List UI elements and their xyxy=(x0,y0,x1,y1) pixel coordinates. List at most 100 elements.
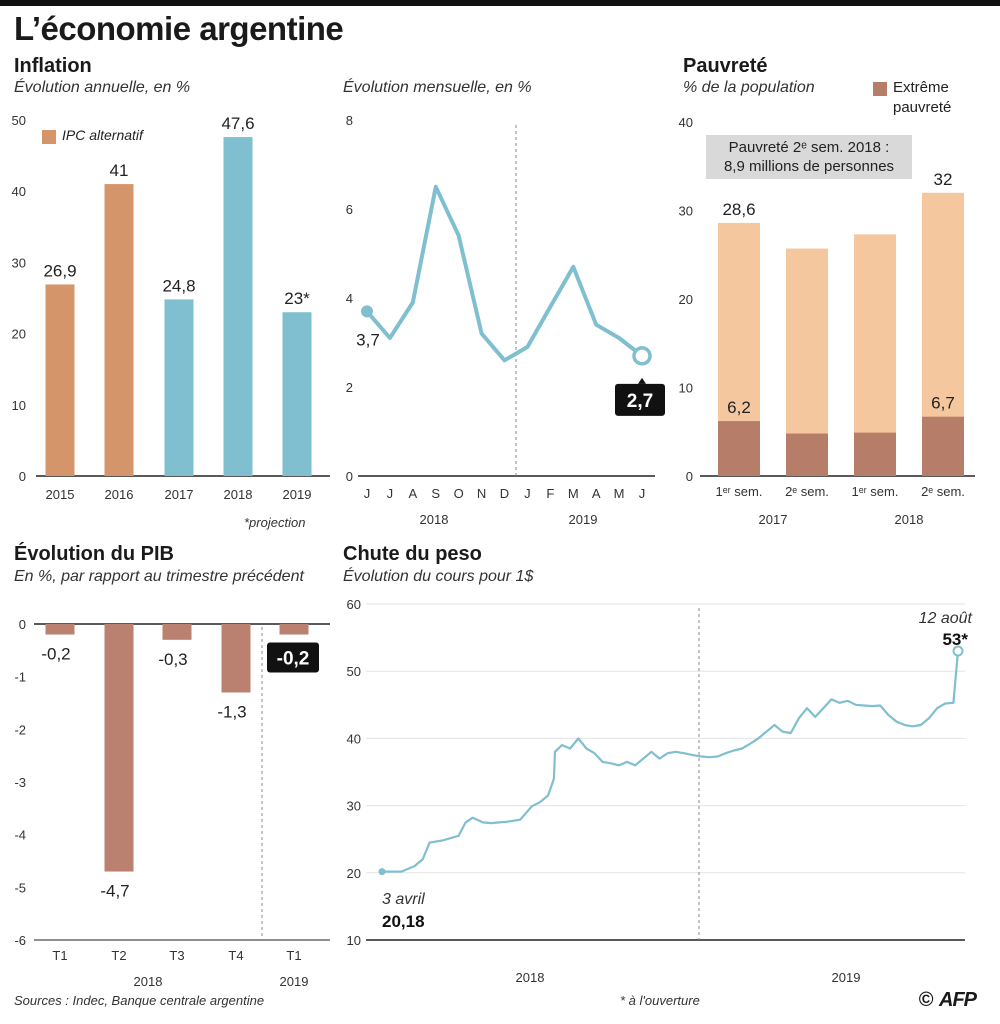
poverty-section-title: Pauvreté xyxy=(683,55,768,77)
sources: Sources : Indec, Banque centrale argenti… xyxy=(14,993,265,1008)
y-tick-label: -1 xyxy=(14,670,26,685)
year-label: 2018 xyxy=(420,512,449,527)
extreme-poverty-bar xyxy=(854,432,896,476)
inflation-annual-subtitle: Évolution annuelle, en % xyxy=(14,79,191,96)
x-tick-label: T1 xyxy=(286,948,301,963)
y-tick-label: 50 xyxy=(347,664,361,679)
y-tick-label: 10 xyxy=(679,381,693,396)
x-tick-label: 2ᵉ sem. xyxy=(785,484,829,499)
bar-value-label: 47,6 xyxy=(221,114,254,133)
y-tick-label: 60 xyxy=(347,597,361,612)
x-tick-label: 1ᵉʳ sem. xyxy=(716,484,763,499)
series-line xyxy=(381,650,960,873)
x-tick-label: T1 xyxy=(52,948,67,963)
bar xyxy=(162,624,192,640)
y-tick-label: 6 xyxy=(346,202,353,217)
extreme-poverty-bar xyxy=(718,421,760,476)
extreme-value-label: 6,7 xyxy=(931,394,955,413)
data-point xyxy=(361,305,373,318)
start-value-label: 20,18 xyxy=(382,912,425,931)
poverty-info-line-1: Pauvreté 2ᵉ sem. 2018 : xyxy=(728,139,890,156)
peso-chart: 10 20 30 40 50 60 3 avril 20,18 12 août 53* 2018 20… xyxy=(347,597,973,985)
y-tick-label: 0 xyxy=(346,469,353,484)
peso-subtitle: Évolution du cours pour 1$ xyxy=(343,568,534,585)
y-tick-label: 30 xyxy=(679,204,693,219)
afp-credit: © AFP xyxy=(918,989,977,1012)
bar xyxy=(279,624,309,635)
opening-footnote: * à l'ouverture xyxy=(620,993,700,1008)
poverty-subtitle: % de la population xyxy=(683,79,815,96)
bar-value-label: 23* xyxy=(284,289,310,308)
gdp-subtitle: En %, par rapport au trimestre précédent xyxy=(14,568,304,585)
y-tick-label: 2 xyxy=(346,380,353,395)
x-tick-label: J xyxy=(639,486,646,501)
end-value-pointer xyxy=(638,377,646,384)
extreme-poverty-bar xyxy=(922,416,964,476)
year-label: 2017 xyxy=(759,512,788,527)
extreme-poverty-bar xyxy=(786,433,828,476)
x-tick-label: 1ᵉʳ sem. xyxy=(852,484,899,499)
top-bar xyxy=(0,0,1000,6)
end-value-label: 2,7 xyxy=(627,391,653,412)
x-tick-label: A xyxy=(592,486,601,501)
poverty-value-label: 32 xyxy=(934,170,953,189)
year-label: 2019 xyxy=(832,970,861,985)
legend-label-extreme-2: pauvreté xyxy=(893,99,952,116)
y-tick-label: 30 xyxy=(347,799,361,814)
extreme-value-label: 6,2 xyxy=(727,398,751,417)
y-tick-label: 20 xyxy=(347,866,361,881)
bar-value-label: 41 xyxy=(110,161,129,180)
y-tick-label: -2 xyxy=(14,722,26,737)
y-tick-label: 20 xyxy=(679,292,693,307)
y-tick-label: -6 xyxy=(14,933,26,948)
x-tick-label: 2015 xyxy=(46,487,75,502)
x-tick-label: 2018 xyxy=(224,487,253,502)
poverty-chart: 0 10 20 30 40 28,6 6,2 1ᵉʳ sem. 2ᵉ sem. 1ᵉʳ sem. 3… xyxy=(679,115,975,527)
end-point xyxy=(952,645,964,657)
y-tick-label: 40 xyxy=(347,731,361,746)
x-tick-label: M xyxy=(614,486,625,501)
peso-section-title: Chute du peso xyxy=(343,543,482,565)
y-tick-label: -5 xyxy=(14,880,26,895)
y-tick-label: 4 xyxy=(346,291,353,306)
y-tick-label: 40 xyxy=(12,184,26,199)
year-label: 2019 xyxy=(280,974,309,989)
data-point xyxy=(632,346,652,366)
y-tick-label: 50 xyxy=(12,113,26,128)
legend-swatch-extreme-poverty xyxy=(873,82,887,96)
x-tick-label: J xyxy=(364,486,371,501)
gdp-section-title: Évolution du PIB xyxy=(14,543,174,565)
gdp-chart: 0 -1 -2 -3 -4 -5 -6 -0,2 T1 -4,7 T2 -0,3 T3 -1,3 T4 -0,… xyxy=(14,617,330,989)
bar xyxy=(45,284,75,476)
year-label: 2018 xyxy=(134,974,163,989)
y-tick-label: 20 xyxy=(12,327,26,342)
y-tick-label: 0 xyxy=(686,469,693,484)
last-value-box xyxy=(267,642,319,673)
x-tick-label: F xyxy=(546,486,554,501)
y-tick-label: 8 xyxy=(346,113,353,128)
x-tick-label: 2ᵉ sem. xyxy=(921,484,965,499)
x-tick-label: D xyxy=(500,486,509,501)
x-tick-label: O xyxy=(454,486,464,501)
bar-value-label: 24,8 xyxy=(162,276,195,295)
x-tick-label: J xyxy=(524,486,531,501)
start-date-label: 3 avril xyxy=(382,891,425,908)
y-tick-label: 0 xyxy=(19,469,26,484)
y-tick-label: -4 xyxy=(14,828,26,843)
copyright-symbol: © xyxy=(918,989,934,1011)
bar xyxy=(104,624,134,872)
bar xyxy=(223,137,253,476)
year-label: 2018 xyxy=(516,970,545,985)
x-tick-label: 2019 xyxy=(283,487,312,502)
bar xyxy=(221,624,251,693)
y-tick-label: 30 xyxy=(12,255,26,270)
start-point xyxy=(378,868,386,876)
bar-value-label: -1,3 xyxy=(217,702,246,721)
legend-label-extreme-1: Extrême xyxy=(893,79,949,96)
page-title: L’économie argentine xyxy=(14,10,344,47)
start-value-label: 3,7 xyxy=(356,330,380,349)
x-tick-label: 2017 xyxy=(165,487,194,502)
y-tick-label: 40 xyxy=(679,115,693,130)
x-tick-label: T4 xyxy=(228,948,243,963)
